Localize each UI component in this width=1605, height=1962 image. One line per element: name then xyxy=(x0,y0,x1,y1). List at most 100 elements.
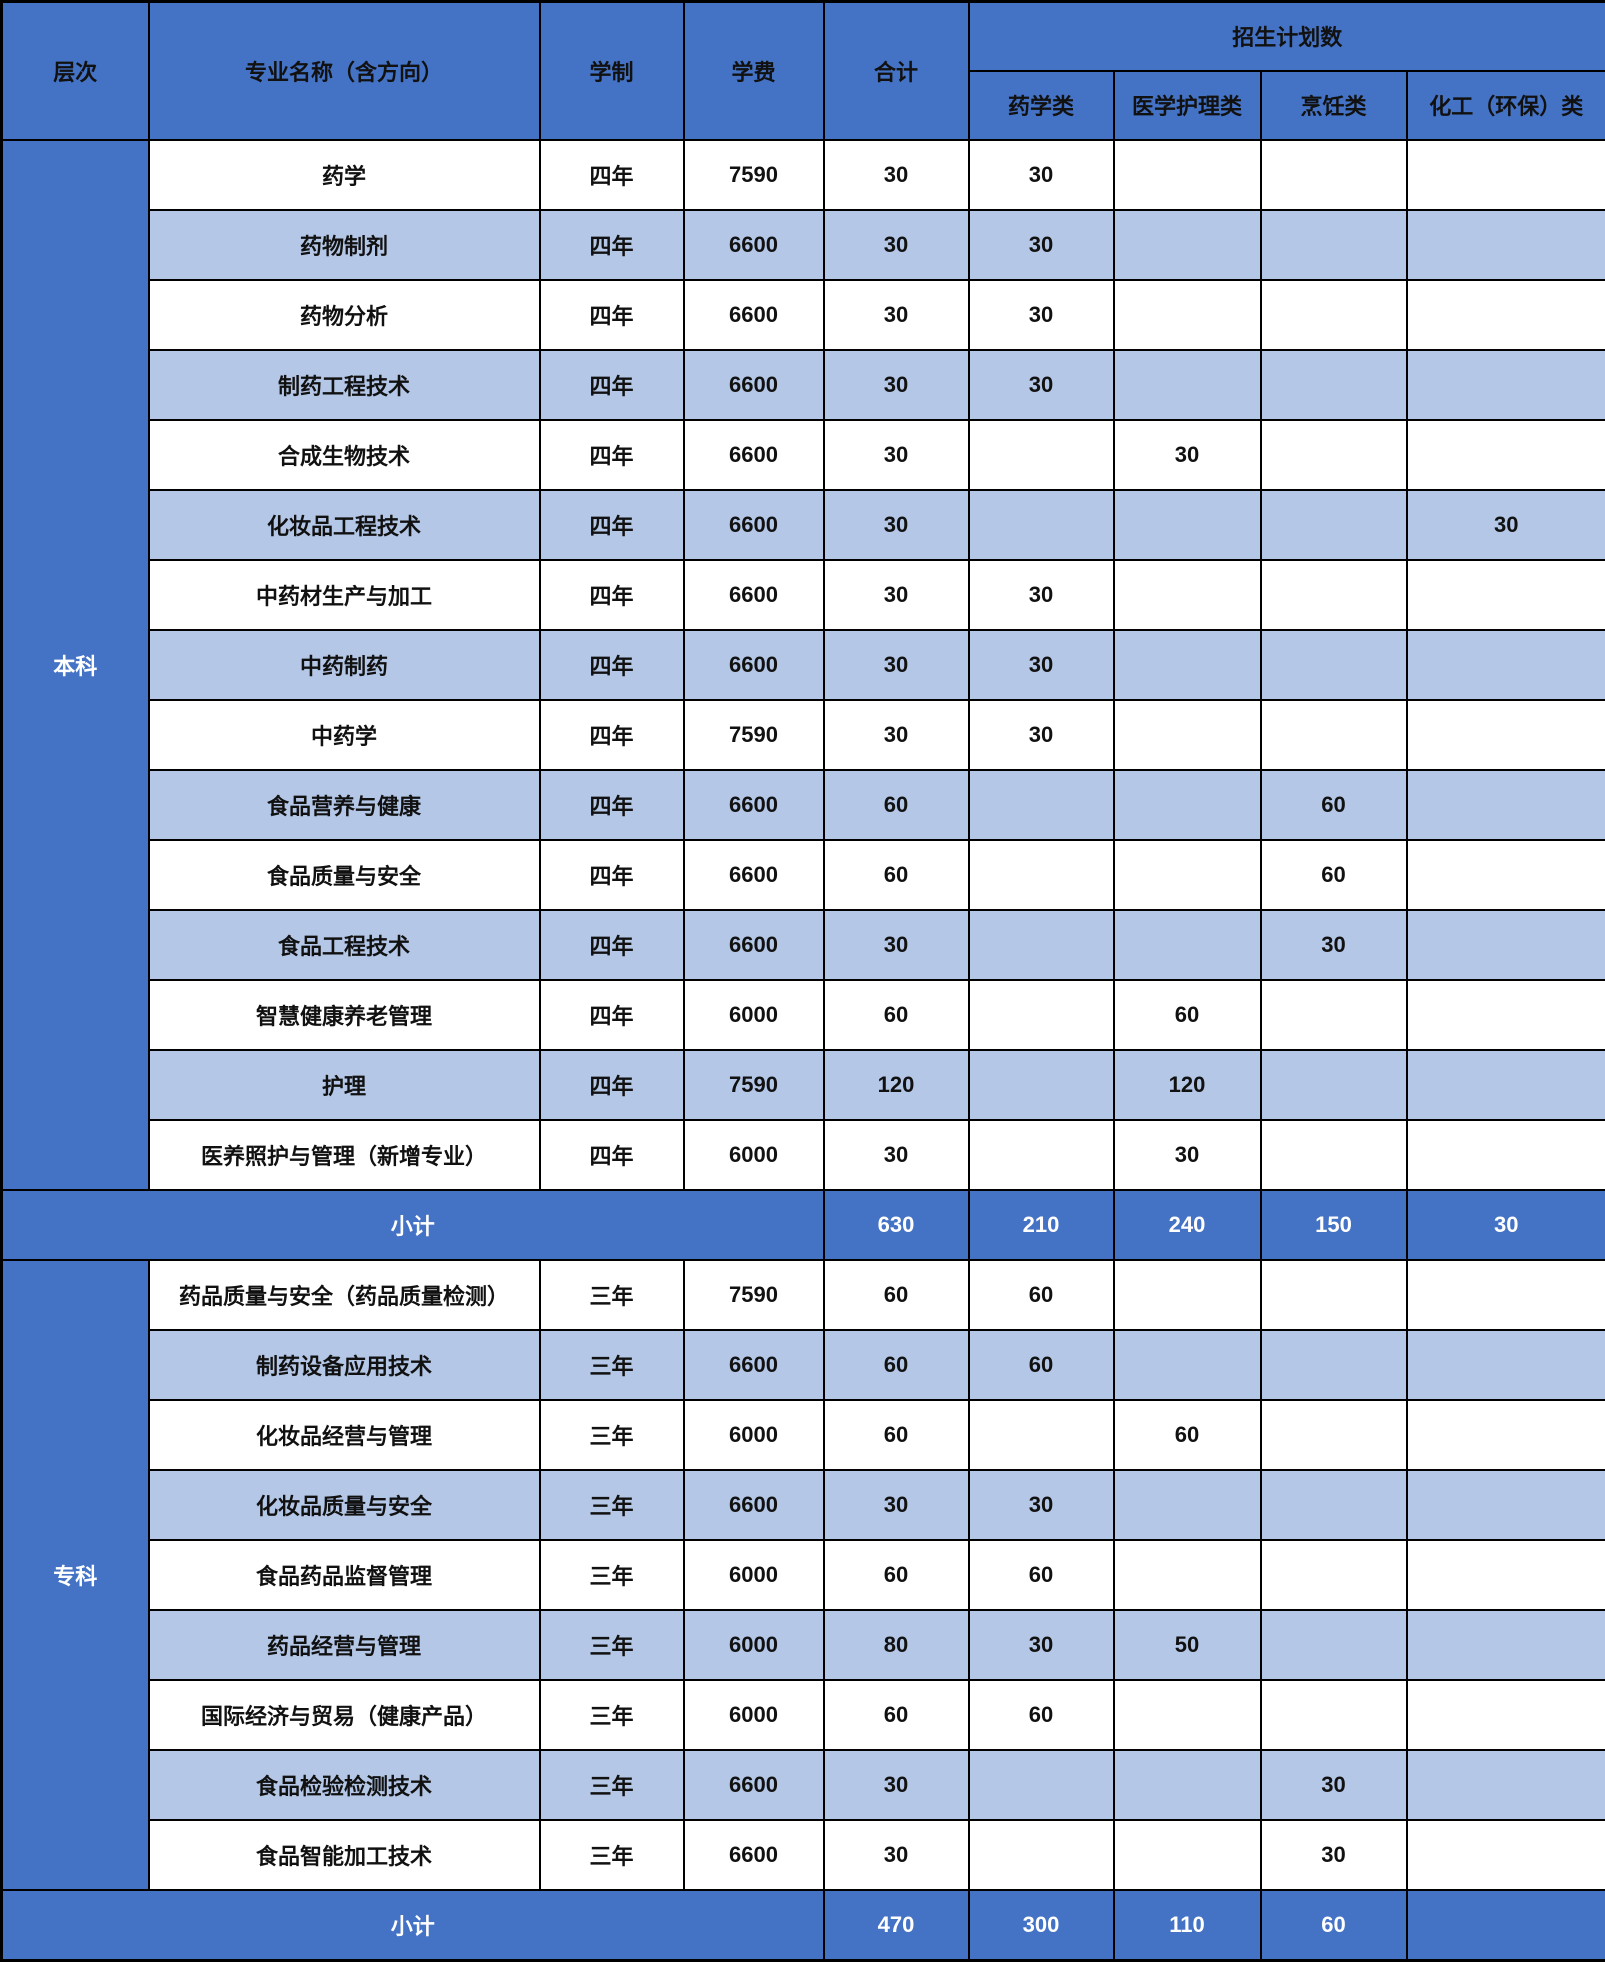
plan-pharmacy-cell xyxy=(967,1819,1115,1892)
duration-cell: 三年 xyxy=(538,1329,685,1402)
table-row: 中药制药 四年 6600 30 30 xyxy=(2,628,1605,701)
major-cell: 医养照护与管理（新增专业） xyxy=(147,1118,541,1191)
total-cell: 30 xyxy=(822,1819,970,1892)
plan-chemical-cell xyxy=(1405,1399,1605,1472)
table-body: 本科 药学 四年 7590 30 30 药物制剂 四年 6600 30 30 药物分析 四年 6600 30… xyxy=(0,138,1605,1962)
major-cell: 药学 xyxy=(147,138,541,211)
table-row: 护理 四年 7590 120 120 xyxy=(2,1048,1605,1121)
subtotal-total-cell: 470 xyxy=(822,1889,970,1962)
plan-cooking-cell xyxy=(1259,1258,1408,1332)
tuition-cell: 6600 xyxy=(682,628,825,701)
plan-nursing-cell xyxy=(1112,1469,1262,1542)
major-cell: 中药学 xyxy=(147,698,541,771)
subtotal-pharmacy-cell: 210 xyxy=(967,1188,1115,1262)
plan-nursing-cell xyxy=(1112,628,1262,701)
duration-cell: 四年 xyxy=(538,488,685,561)
total-cell: 60 xyxy=(822,1679,970,1752)
plan-pharmacy-cell xyxy=(967,838,1115,911)
plan-chemical-cell xyxy=(1405,628,1605,701)
plan-nursing-cell xyxy=(1112,1679,1262,1752)
tuition-cell: 6600 xyxy=(682,1469,825,1542)
subtotal-chemical-cell: 30 xyxy=(1405,1188,1605,1262)
total-cell: 30 xyxy=(822,558,970,631)
subtotal-row: 小计 470 300 110 60 xyxy=(0,1889,1605,1962)
plan-cooking-cell xyxy=(1259,278,1408,351)
tuition-cell: 6000 xyxy=(682,1399,825,1472)
total-cell: 60 xyxy=(822,1329,970,1402)
duration-cell: 三年 xyxy=(538,1609,685,1682)
duration-cell: 三年 xyxy=(538,1469,685,1542)
plan-cooking-cell xyxy=(1259,138,1408,211)
table-row: 化妆品质量与安全 三年 6600 30 30 xyxy=(2,1469,1605,1542)
duration-cell: 四年 xyxy=(538,558,685,631)
plan-chemical-cell: 30 xyxy=(1405,488,1605,561)
plan-pharmacy-cell: 30 xyxy=(967,558,1115,631)
plan-nursing-cell xyxy=(1112,558,1262,631)
major-cell: 中药制药 xyxy=(147,628,541,701)
table-row: 中药材生产与加工 四年 6600 30 30 xyxy=(2,558,1605,631)
plan-cooking-cell: 60 xyxy=(1259,838,1408,911)
total-cell: 30 xyxy=(822,698,970,771)
duration-cell: 四年 xyxy=(538,138,685,211)
major-cell: 药物制剂 xyxy=(147,208,541,281)
plan-chemical-cell xyxy=(1405,838,1605,911)
plan-pharmacy-cell: 30 xyxy=(967,698,1115,771)
subtotal-pharmacy-cell: 300 xyxy=(967,1889,1115,1962)
plan-chemical-cell xyxy=(1405,1539,1605,1612)
total-cell: 60 xyxy=(822,1399,970,1472)
plan-pharmacy-cell: 60 xyxy=(967,1539,1115,1612)
total-cell: 60 xyxy=(822,1539,970,1612)
plan-nursing-cell xyxy=(1112,1749,1262,1822)
plan-pharmacy-cell xyxy=(967,978,1115,1051)
total-cell: 30 xyxy=(822,208,970,281)
level-cell: 专科 xyxy=(0,1258,150,1892)
plan-nursing-cell xyxy=(1112,138,1262,211)
plan-chemical-cell xyxy=(1405,1258,1605,1332)
duration-cell: 四年 xyxy=(538,838,685,911)
plan-cooking-cell xyxy=(1259,558,1408,631)
plan-chemical-cell xyxy=(1405,1609,1605,1682)
plan-pharmacy-cell xyxy=(967,418,1115,491)
duration-cell: 三年 xyxy=(538,1749,685,1822)
plan-nursing-cell xyxy=(1112,1329,1262,1402)
duration-cell: 四年 xyxy=(538,1118,685,1191)
plan-pharmacy-cell: 30 xyxy=(967,138,1115,211)
tuition-cell: 6000 xyxy=(682,978,825,1051)
level-cell: 本科 xyxy=(0,138,150,1191)
plan-nursing-cell xyxy=(1112,768,1262,841)
plan-chemical-cell xyxy=(1405,278,1605,351)
plan-pharmacy-cell xyxy=(967,1749,1115,1822)
plan-pharmacy-cell xyxy=(967,488,1115,561)
table-row: 制药设备应用技术 三年 6600 60 60 xyxy=(2,1329,1605,1402)
plan-chemical-cell xyxy=(1405,978,1605,1051)
total-cell: 30 xyxy=(822,418,970,491)
plan-pharmacy-cell: 30 xyxy=(967,208,1115,281)
plan-chemical-cell xyxy=(1405,1469,1605,1542)
plan-cooking-cell: 60 xyxy=(1259,768,1408,841)
plan-nursing-cell xyxy=(1112,908,1262,981)
major-cell: 食品检验检测技术 xyxy=(147,1749,541,1822)
major-cell: 智慧健康养老管理 xyxy=(147,978,541,1051)
major-cell: 食品质量与安全 xyxy=(147,838,541,911)
duration-cell: 四年 xyxy=(538,1048,685,1121)
plan-pharmacy-cell: 60 xyxy=(967,1258,1115,1332)
major-cell: 食品药品监督管理 xyxy=(147,1539,541,1612)
subtotal-cooking-cell: 60 xyxy=(1259,1889,1408,1962)
duration-cell: 三年 xyxy=(538,1539,685,1612)
plan-pharmacy-cell: 30 xyxy=(967,278,1115,351)
plan-pharmacy-cell: 30 xyxy=(967,1609,1115,1682)
plan-chemical-cell xyxy=(1405,1118,1605,1191)
table-header: 层次 专业名称（含方向） 学制 学费 合计 招生计划数 药学类 医学护理类 烹饪… xyxy=(0,0,1605,141)
plan-chemical-cell xyxy=(1405,208,1605,281)
total-cell: 120 xyxy=(822,1048,970,1121)
table-row: 医养照护与管理（新增专业） 四年 6000 30 30 xyxy=(2,1118,1605,1191)
header-category-cooking: 烹饪类 xyxy=(1259,69,1408,141)
major-cell: 国际经济与贸易（健康产品） xyxy=(147,1679,541,1752)
header-duration: 学制 xyxy=(538,0,685,141)
header-row-top: 层次 专业名称（含方向） 学制 学费 合计 招生计划数 xyxy=(0,0,1605,141)
major-cell: 食品工程技术 xyxy=(147,908,541,981)
major-cell: 食品营养与健康 xyxy=(147,768,541,841)
tuition-cell: 6600 xyxy=(682,838,825,911)
tuition-cell: 6000 xyxy=(682,1679,825,1752)
